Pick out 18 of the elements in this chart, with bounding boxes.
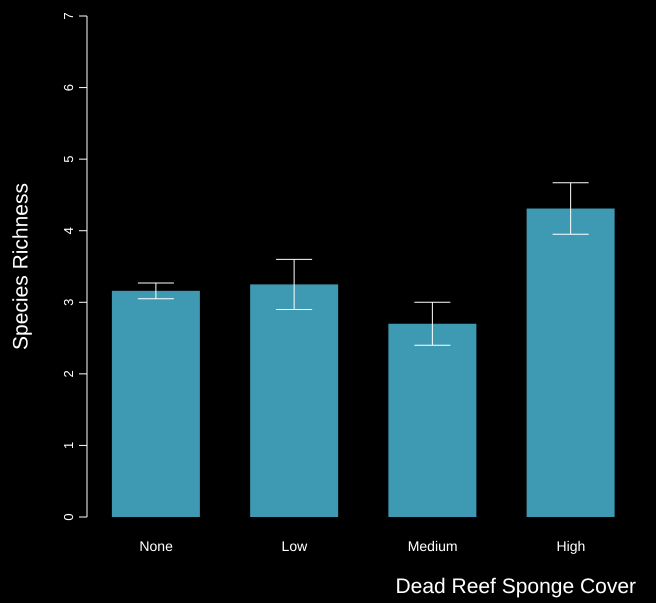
y-axis-title: Species Richness [9,183,32,350]
y-tick-label: 7 [61,12,76,20]
x-tick-label: High [556,538,586,554]
y-tick-label: 0 [61,513,76,521]
bar [250,284,338,517]
y-tick-label: 6 [61,84,76,92]
bar [388,324,476,517]
y-tick-label: 5 [61,156,76,163]
y-tick-label: 2 [61,370,76,378]
x-tick-label: Low [282,538,308,554]
y-tick-label: 3 [61,298,76,306]
bar [112,290,200,517]
x-tick-label: None [139,538,174,554]
y-tick-label: 1 [61,442,76,450]
y-tick-label: 4 [61,227,76,234]
x-tick-label: Medium [408,538,458,554]
bar [526,208,615,517]
x-axis-title: Dead Reef Sponge Cover [396,575,636,598]
